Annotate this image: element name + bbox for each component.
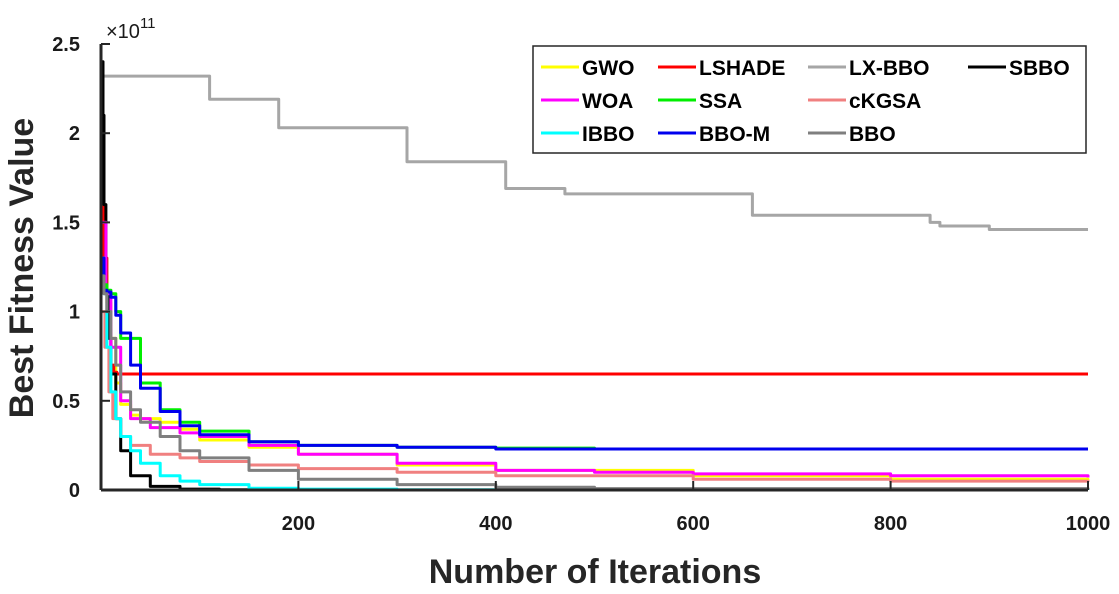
legend-label-bbo-m: BBO-M [699, 123, 770, 146]
axes-layer [99, 44, 1088, 492]
y-multiplier-exponent: 11 [140, 15, 156, 32]
legend: GWO WOA IBBO LSHADE SSA BBO-M LX-BBO cKGSA BBO SB… [532, 45, 1087, 154]
legend-label-lx-bbo: LX-BBO [849, 57, 930, 80]
y-multiplier-base: ×10 [106, 21, 140, 43]
series-layer [101, 60, 1090, 492]
legend-label-ibbo: IBBO [582, 123, 635, 146]
x-tick-label: 600 [677, 513, 710, 535]
series-line-bbo-m [102, 256, 1088, 451]
legend-label-sbbo: SBBO [1009, 57, 1070, 80]
y-axis-label: Best Fitness Value [3, 118, 41, 418]
ticks-layer: 200 400 600 800 1000 0 0.5 1 1.5 2 2.5 [52, 34, 1110, 535]
y-tick-label: 2.5 [52, 34, 80, 56]
y-tick-label: 1.5 [52, 212, 80, 234]
series-line-lx-bbo [102, 74, 1088, 231]
x-tick-label: 1000 [1066, 513, 1111, 535]
y-tick-label: 2 [69, 123, 80, 145]
x-tick-label: 800 [874, 513, 907, 535]
series-line-bbo [102, 274, 1090, 491]
legend-label-bbo: BBO [849, 123, 896, 146]
legend-label-lshade: LSHADE [699, 57, 785, 80]
legend-label-woa: WOA [582, 90, 633, 113]
x-tick-label: 200 [282, 513, 315, 535]
legend-label-ckgsa: cKGSA [849, 90, 921, 113]
legend-label-ssa: SSA [699, 90, 742, 113]
y-tick-label: 0 [69, 480, 80, 502]
y-tick-label: 1 [69, 302, 80, 324]
y-tick-label: 0.5 [52, 391, 80, 413]
y-multiplier: ×1011 [106, 15, 156, 43]
x-tick-label: 400 [479, 513, 512, 535]
legend-label-gwo: GWO [582, 57, 635, 80]
x-axis-label: Number of Iterations [429, 553, 761, 591]
